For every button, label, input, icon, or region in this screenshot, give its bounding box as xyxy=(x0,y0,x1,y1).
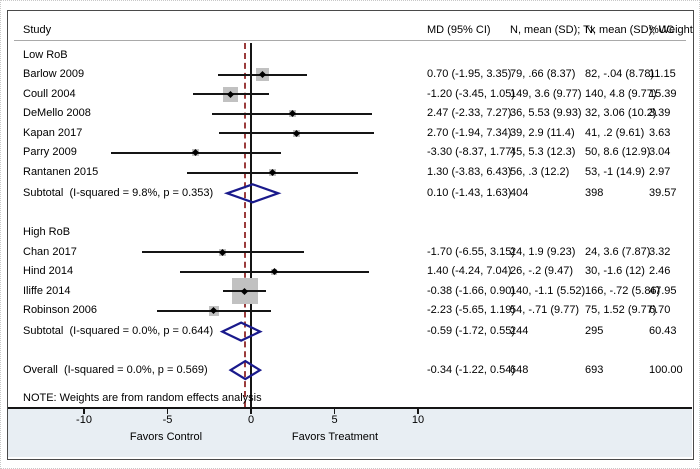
weights-note: NOTE: Weights are from random effects an… xyxy=(23,392,262,404)
overall-diamond xyxy=(228,359,263,381)
column-header-uc: N, mean (SD); UC xyxy=(585,24,675,36)
plot-border xyxy=(7,10,694,460)
axis-background xyxy=(8,409,692,457)
overall-estimate-dashed-line xyxy=(244,43,247,407)
column-header-tx: N, mean (SD); Tx xyxy=(510,24,596,36)
column-header-study: Study xyxy=(23,24,52,36)
subtotal-diamond xyxy=(219,321,263,342)
x-axis-line xyxy=(8,407,692,409)
subtotal-diamond xyxy=(223,183,282,204)
column-header-md: MD (95% CI) xyxy=(427,24,491,36)
header-divider xyxy=(14,40,686,41)
favors-control-label: Favors Control xyxy=(129,431,203,443)
column-header-weight: %Weight xyxy=(649,24,693,36)
favors-treatment-label: Favors Treatment xyxy=(291,431,379,443)
null-effect-line xyxy=(250,43,252,407)
